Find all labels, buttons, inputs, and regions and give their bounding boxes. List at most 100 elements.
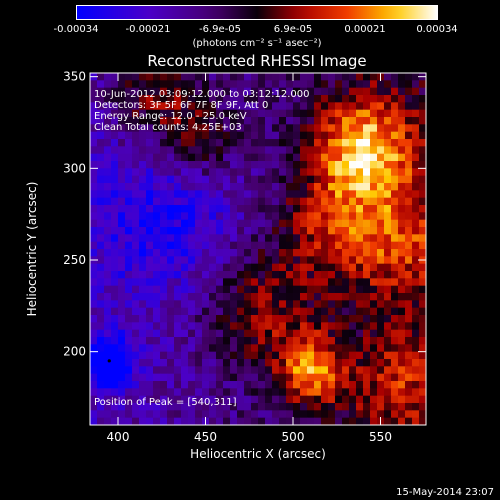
heatmap-cell [181,197,189,206]
heatmap-cell [118,410,126,419]
heatmap-cell [90,234,98,243]
heatmap-cell [237,175,245,184]
heatmap-cell [286,293,294,301]
heatmap-cell [405,227,413,235]
heatmap-cell [328,381,336,389]
heatmap-cell [384,351,392,360]
heatmap-cell [125,73,133,81]
heatmap-cell [363,388,371,397]
heatmap-cell [307,249,315,257]
heatmap-cell [405,73,413,81]
heatmap-cell [377,315,385,323]
heatmap-cell [265,205,273,213]
heatmap-cell [244,183,252,191]
heatmap-cell [118,285,126,294]
heatmap-cell [97,403,105,411]
heatmap-cell [279,161,287,169]
heatmap-cell [167,161,175,169]
heatmap-cell [391,366,399,375]
heatmap-cell [258,300,266,309]
heatmap-cell [258,329,266,338]
heatmap-cell [90,139,98,147]
heatmap-cell [146,410,154,419]
heatmap-cell [118,241,126,250]
heatmap-cell [363,366,371,375]
heatmap-cell [356,234,364,243]
heatmap-cell [328,322,336,331]
heatmap-cell [174,388,182,397]
heatmap-cell [279,168,287,177]
heatmap-cell [202,337,210,345]
heatmap-cell [356,205,364,213]
heatmap-cell [279,146,287,155]
heatmap-cell [167,139,175,147]
heatmap-cell [328,351,336,360]
heatmap-cell [391,234,399,243]
heatmap-cell [356,351,364,360]
heatmap-cell [279,300,287,309]
heatmap-cell [272,249,280,257]
heatmap-cell [412,131,420,140]
heatmap-cell [244,205,252,213]
heatmap-cell [244,219,252,228]
heatmap-cell [328,293,336,301]
heatmap-cell [293,102,301,111]
heatmap-cell [328,109,336,118]
heatmap-cell [146,307,154,316]
heatmap-cell [118,366,126,375]
heatmap-cell [139,168,147,177]
heatmap-cell [139,80,147,89]
heatmap-cell [209,300,217,309]
heatmap-cell [412,322,420,331]
heatmap-cell [405,307,413,316]
heatmap-cell [321,183,329,191]
heatmap-cell [90,381,98,389]
heatmap-cell [258,139,266,147]
heatmap-cell [258,249,266,257]
heatmap-cell [230,234,238,243]
heatmap-cell [244,95,252,103]
heatmap-cell [118,168,126,177]
heatmap-cell [202,359,210,367]
heatmap-cell [356,322,364,331]
heatmap-cell [272,278,280,287]
heatmap-cell [188,102,196,111]
heatmap-cell [321,161,329,169]
x-tick-label: 550 [369,430,392,444]
heatmap-cell [419,249,427,257]
heatmap-cell [335,249,343,257]
heatmap-cell [230,161,238,169]
heatmap-cell [286,278,294,287]
heatmap-cell [293,366,301,375]
heatmap-cell [328,73,336,81]
heatmap-cell [328,197,336,206]
heatmap-cell [188,190,196,199]
heatmap-cell [209,168,217,177]
heatmap-cell [146,175,154,184]
heatmap-cell [209,329,217,338]
heatmap-cell [195,410,203,419]
heatmap-cell [321,337,329,345]
heatmap-cell [146,285,154,294]
heatmap-cell [391,212,399,221]
heatmap-cell [139,73,147,81]
heatmap-cell [377,329,385,338]
heatmap-cell [195,381,203,389]
heatmap-cell [118,351,126,360]
heatmap-cell [328,256,336,265]
heatmap-cell [293,87,301,96]
heatmap-cell [195,300,203,309]
heatmap-cell [139,410,147,419]
heatmap-cell [167,153,175,162]
heatmap-cell [335,131,343,140]
heatmap-cell [370,190,378,199]
heatmap-cell [342,153,350,162]
heatmap-cell [349,227,357,235]
heatmap-cell [237,161,245,169]
heatmap-cell [335,87,343,96]
heatmap-cell [90,175,98,184]
heatmap-cell [300,234,308,243]
heatmap-cell [265,190,273,199]
heatmap-cell [167,234,175,243]
heatmap-cell [342,366,350,375]
